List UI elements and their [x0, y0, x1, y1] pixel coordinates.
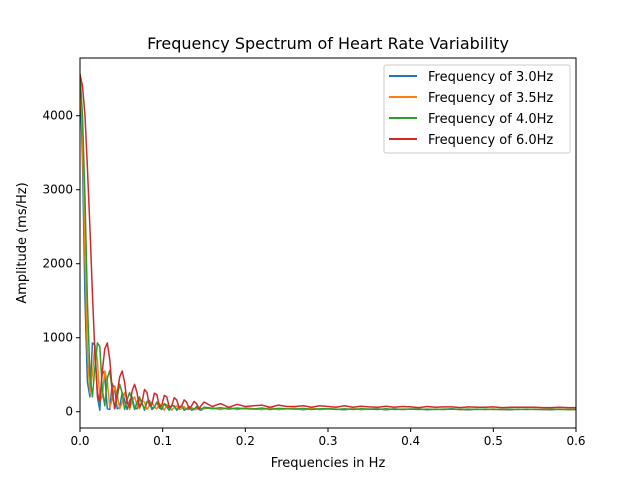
legend-label: Frequency of 3.0Hz: [428, 70, 553, 85]
x-tick-label: 0.2: [236, 434, 255, 448]
y-tick-label: 3000: [42, 183, 73, 197]
x-tick-label: 0.6: [566, 434, 585, 448]
series-layer: [80, 74, 576, 411]
y-tick-label: 1000: [42, 331, 73, 345]
x-axis-label: Frequencies in Hz: [271, 456, 386, 471]
legend-label: Frequency of 4.0Hz: [428, 112, 553, 127]
legend: Frequency of 3.0Hz Frequency of 3.5Hz Freq…: [383, 64, 571, 154]
y-tick-label: 0: [65, 405, 73, 419]
x-tick-label: 0.0: [70, 434, 89, 448]
chart-title: Frequency Spectrum of Heart Rate Variabi…: [147, 34, 509, 53]
x-tick-label: 0.3: [318, 434, 337, 448]
x-tick-label: 0.1: [153, 434, 172, 448]
y-axis-label: Amplitude (ms/Hz): [15, 182, 30, 303]
legend-label: Frequency of 6.0Hz: [428, 133, 553, 148]
y-tick-label: 4000: [42, 109, 73, 123]
series-line: [80, 74, 576, 410]
tick-layer: 0.0 0.1 0.2 0.3 0.4 0.5 0.6 0 1000 2000 3000 4000: [42, 109, 585, 448]
plot-frame: [79, 57, 577, 429]
legend-box: [383, 64, 571, 154]
series-line: [80, 74, 576, 411]
x-tick-label: 0.4: [401, 434, 420, 448]
legend-label: Frequency of 3.5Hz: [428, 91, 553, 106]
x-tick-label: 0.5: [484, 434, 503, 448]
y-tick-label: 2000: [42, 257, 73, 271]
